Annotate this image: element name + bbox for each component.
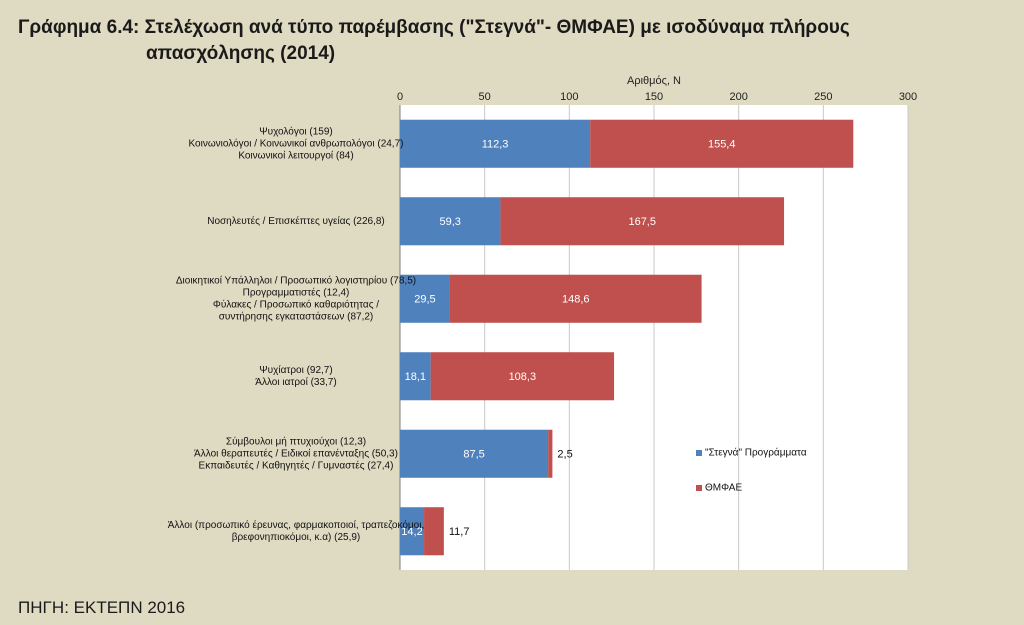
x-axis-label: Αριθμός, N: [627, 75, 681, 87]
legend-swatch: [696, 485, 702, 491]
x-axis-ticks: 0 50 100 150 200 250 300: [397, 91, 917, 103]
data-label: 112,3: [482, 139, 509, 151]
category-label: συντήρησης εγκαταστάσεων (87,2): [219, 310, 374, 322]
category-label: Ψυχίατροι (92,7): [259, 364, 332, 376]
chart-title-line2: απασχόλησης (2014): [146, 43, 336, 64]
x-tick-label: 200: [729, 91, 747, 103]
bar-thmfae: [449, 274, 702, 323]
bar-stegna: [400, 274, 450, 323]
category-label: Άλλοι ιατροί (33,7): [255, 376, 336, 388]
legend-swatch: [696, 450, 702, 456]
data-label: 11,7: [449, 526, 470, 538]
data-label: 59,3: [439, 216, 460, 228]
category-label: Προγραμματιστές (12,4): [243, 286, 350, 298]
data-label: 108,3: [509, 371, 537, 383]
data-label: 167,5: [628, 216, 656, 228]
legend-label: ΘΜΦΑΕ: [705, 483, 742, 494]
category-label: Ψυχολόγοι (159): [259, 125, 333, 137]
source-note: ΠΗΓΗ: ΕΚΤΕΠΝ 2016: [18, 598, 186, 617]
data-label: 18,1: [405, 371, 426, 383]
bars: 112,3 155,4 59,3 167,5 29,5 148,6 18,1 108,3 87,…: [400, 119, 854, 556]
x-tick-label: 100: [560, 91, 578, 103]
bar-thmfae: [424, 507, 444, 556]
category-label: Άλλοι θεραπευτές / Ειδικοί επανένταξης (…: [194, 447, 398, 459]
data-label: 29,5: [414, 294, 435, 306]
legend: "Στεγνά" Προγράμματα ΘΜΦΑΕ: [696, 447, 807, 494]
bar-thmfae: [590, 119, 854, 168]
data-label: 2,5: [557, 449, 572, 461]
x-tick-label: 150: [645, 91, 663, 103]
chart-title-line1: Γράφημα 6.4: Στελέχωση ανά τύπο παρέμβασ…: [18, 17, 850, 38]
data-label: 148,6: [562, 294, 590, 306]
category-label: Διοικητικοί Υπάλληλοι / Προσωπικό λογιστ…: [176, 274, 416, 286]
bar-thmfae: [548, 429, 553, 478]
category-label: Κοινωνιολόγοι / Κοινωνικοί ανθρωπολόγοι …: [189, 137, 404, 149]
x-tick-label: 50: [479, 91, 491, 103]
bar-stegna: [400, 352, 431, 401]
data-label: 87,5: [463, 449, 484, 461]
category-labels: Ψυχολόγοι (159)Κοινωνιολόγοι / Κοινωνικο…: [168, 125, 425, 543]
category-label: Νοσηλευτές / Επισκέπτες υγείας (226,8): [207, 215, 385, 227]
category-label: Σύμβουλοι μή πτυχιούχοι (12,3): [226, 435, 366, 447]
bar-thmfae: [500, 197, 785, 246]
legend-label: "Στεγνά" Προγράμματα: [705, 447, 807, 459]
category-label: Άλλοι (προσωπικό έρευνας, φαρμακοποιοί, …: [168, 519, 425, 531]
x-tick-label: 300: [899, 91, 917, 103]
gridlines: [399, 105, 909, 570]
category-label: βρεφονηπιοκόμοι, κ.α) (25,9): [232, 531, 361, 543]
category-label: Κοινωνικοί λειτουργοί (84): [238, 149, 353, 161]
data-label: 14,2: [401, 526, 422, 538]
category-label: Φύλακες / Προσωπικό καθαριότητας /: [213, 298, 379, 310]
bar-stegna: [400, 197, 501, 246]
bar-thmfae: [430, 352, 615, 401]
x-tick-label: 0: [397, 91, 403, 103]
bar-stegna: [400, 119, 591, 168]
x-tick-label: 250: [814, 91, 832, 103]
bar-stegna: [400, 429, 549, 478]
category-label: Εκπαιδευτές / Καθηγητές / Γυμναστές (27,…: [199, 459, 394, 471]
bar-stegna: [400, 507, 425, 556]
data-label: 155,4: [708, 139, 736, 151]
